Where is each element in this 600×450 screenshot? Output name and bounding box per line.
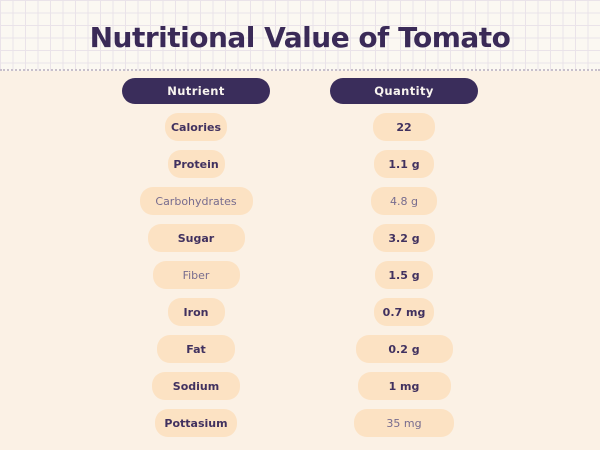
quantity-cell: 22 [373, 113, 435, 141]
nutrient-cell: Carbohydrates [139, 187, 253, 215]
nutrient-cell: Sodium [152, 372, 240, 400]
quantity-cell: 0.7 mg [374, 298, 434, 326]
nutrient-column: Nutrient Calories Protein Carbohydrates … [122, 78, 270, 446]
nutrient-cell: Fiber [152, 261, 240, 289]
quantity-cell: 1 mg [357, 372, 451, 400]
page-title: Nutritional Value of Tomato [89, 21, 511, 54]
quantity-cell: 1.1 g [374, 150, 434, 178]
nutrient-cell: Protein [167, 150, 225, 178]
quantity-cell: 4.8 g [371, 187, 437, 215]
column-header-nutrient: Nutrient [122, 78, 270, 104]
quantity-cell: 3.2 g [373, 224, 435, 252]
quantity-cell: 35 mg [354, 409, 454, 437]
quantity-cell: 0.2 g [355, 335, 453, 363]
nutrient-cell: Fat [157, 335, 235, 363]
column-header-quantity: Quantity [330, 78, 478, 104]
nutrition-table: Nutrient Calories Protein Carbohydrates … [0, 71, 600, 446]
title-banner: Nutritional Value of Tomato [0, 0, 600, 71]
nutrient-cell: Calories [165, 113, 227, 141]
nutrient-cell: Sugar [147, 224, 245, 252]
nutrient-cell: Iron [167, 298, 225, 326]
quantity-cell: 1.5 g [375, 261, 433, 289]
nutrient-cell: Pottasium [155, 409, 237, 437]
quantity-column: Quantity 22 1.1 g 4.8 g 3.2 g 1.5 g 0.7 … [330, 78, 478, 446]
